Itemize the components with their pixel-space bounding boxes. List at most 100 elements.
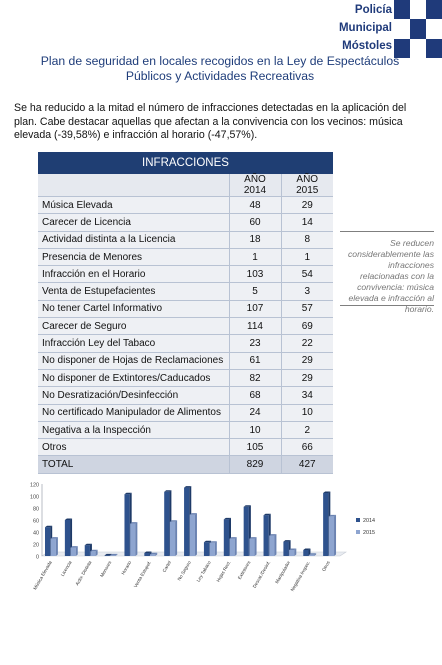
- table-row: No Desratización/Desinfección 68 34: [38, 386, 333, 405]
- x-tick-label: Manipulador: [274, 560, 291, 585]
- legend-label: 2014: [363, 518, 375, 524]
- bar-2015-side: [115, 553, 118, 556]
- x-tick-label: Activ. Distinta: [74, 560, 92, 587]
- bar-2014-top: [263, 513, 271, 516]
- bar-2014-top: [283, 540, 291, 542]
- table-row: Negativa a la Inspección 10 2: [38, 421, 333, 440]
- bar-2015-top: [229, 537, 237, 539]
- value-2014: 18: [228, 231, 281, 249]
- value-2015: 54: [280, 265, 333, 284]
- intro-paragraph: Se ha reducido a la mitad el número de i…: [14, 102, 407, 141]
- row-label: No disponer de Hojas de Reclamaciones: [38, 352, 229, 370]
- table-row: Infracción Ley del Tabaco 23 22: [38, 334, 333, 353]
- bar-2015-side: [55, 537, 58, 556]
- bar-2015-top: [169, 520, 178, 522]
- value-2015: 14: [280, 213, 333, 232]
- value-2014: 82: [228, 369, 281, 388]
- bar-2015: [229, 538, 235, 556]
- infractions-table: INFRACCIONES AÑO 2014 AÑO 2015 Música El…: [38, 152, 333, 474]
- bar-2015-side: [135, 522, 138, 556]
- x-tick-label: Venta Estupef.: [133, 560, 152, 588]
- value-2014: 68: [228, 386, 281, 405]
- bar-2014: [263, 515, 269, 556]
- legend-swatch: [356, 518, 360, 522]
- bar-2015: [70, 547, 76, 556]
- bar-2015-side: [254, 537, 257, 556]
- table-title: INFRACCIONES: [38, 152, 333, 174]
- bar-2014: [303, 550, 309, 556]
- row-label: No disponer de Extintores/Caducados: [38, 369, 229, 388]
- value-2015: 57: [280, 300, 333, 319]
- bar-2014: [64, 520, 71, 556]
- bar-2015-top: [130, 522, 138, 524]
- value-2015: 34: [280, 386, 333, 405]
- bar-2015: [189, 514, 195, 556]
- header-blank: [38, 174, 229, 197]
- row-label: Música Elevada: [38, 196, 229, 215]
- bar-2015-side: [334, 514, 337, 556]
- value-2015: 29: [280, 352, 333, 370]
- table-row: No disponer de Extintores/Caducados 82 29: [38, 369, 333, 388]
- bar-2015: [90, 551, 96, 556]
- value-2014: 107: [228, 300, 281, 319]
- value-2015: 2: [280, 421, 333, 440]
- bar-2015-top: [209, 541, 217, 543]
- bar-2015-side: [234, 537, 237, 556]
- table-row: No certificado Manipulador de Alimentos 2…: [38, 404, 333, 422]
- infractions-bar-chart: 0 20 40 60 80 100 120 Música Elevada Licencia Act…: [30, 483, 375, 593]
- x-tick-label: Cartel: [162, 560, 172, 573]
- x-tick-label: Horario: [120, 560, 132, 576]
- bar-2014: [144, 553, 150, 556]
- x-tick-label: Extintores: [237, 559, 252, 580]
- value-2015: 3: [280, 282, 333, 301]
- row-label: Presencia de Menores: [38, 248, 229, 267]
- x-tick-label: Licencia: [60, 560, 73, 577]
- table-row: Carecer de Seguro 114 69: [38, 317, 333, 336]
- bar-2014-top: [184, 486, 192, 488]
- bar-2015-side: [294, 548, 297, 556]
- x-tick-label: Negativa Inspec.: [290, 560, 311, 592]
- legend-label: 2015: [363, 530, 375, 536]
- bar-2015-top: [328, 514, 337, 517]
- bar-2015-side: [155, 552, 158, 556]
- police-logo: Policía Municipal Móstoles: [308, 0, 442, 58]
- table-row: Actividad distinta a la Licencia 18 8: [38, 231, 333, 249]
- bar-2015-top: [289, 548, 297, 550]
- table-row: Infracción en el Horario 103 54: [38, 265, 333, 284]
- bar-2015-top: [90, 549, 98, 552]
- bar-2015-side: [274, 534, 277, 556]
- row-label: Venta de Estupefacientes: [38, 282, 229, 301]
- bar-2014-top: [223, 517, 231, 520]
- total-row: TOTAL 829 427: [38, 455, 333, 474]
- bar-2014-top: [84, 543, 92, 546]
- value-2015: 69: [280, 317, 333, 336]
- row-label: Infracción en el Horario: [38, 265, 229, 284]
- y-tick-label: 60: [33, 519, 39, 525]
- table-row: Presencia de Menores 1 1: [38, 248, 333, 267]
- bar-2014: [45, 527, 51, 556]
- value-2014: 105: [228, 438, 281, 457]
- table-row: Música Elevada 48 29: [38, 196, 333, 215]
- bar-2014-top: [164, 490, 172, 492]
- bar-2015: [249, 538, 255, 556]
- row-label: Otros: [38, 438, 229, 457]
- value-2014: 1: [228, 248, 281, 267]
- value-2015: 10: [280, 404, 333, 422]
- bar-2015-side: [75, 546, 78, 556]
- table-row: No tener Cartel Informativo 107 57: [38, 300, 333, 319]
- bar-2015-top: [308, 553, 317, 555]
- bar-2014: [323, 493, 329, 556]
- y-tick-label: 120: [30, 483, 39, 489]
- table-row: No disponer de Hojas de Reclamaciones 61 2…: [38, 352, 333, 370]
- bar-2015: [289, 550, 295, 556]
- row-label: Infracción Ley del Tabaco: [38, 334, 229, 353]
- bar-2014-top: [203, 540, 212, 543]
- row-label: No Desratización/Desinfección: [38, 386, 229, 405]
- bar-2014-top: [144, 551, 152, 553]
- bar-2014: [164, 491, 170, 556]
- bar-2014-side: [70, 518, 73, 556]
- bar-2014: [184, 487, 190, 556]
- value-2014: 114: [228, 317, 281, 336]
- bar-2015-side: [95, 549, 98, 556]
- value-2015: 22: [280, 334, 333, 353]
